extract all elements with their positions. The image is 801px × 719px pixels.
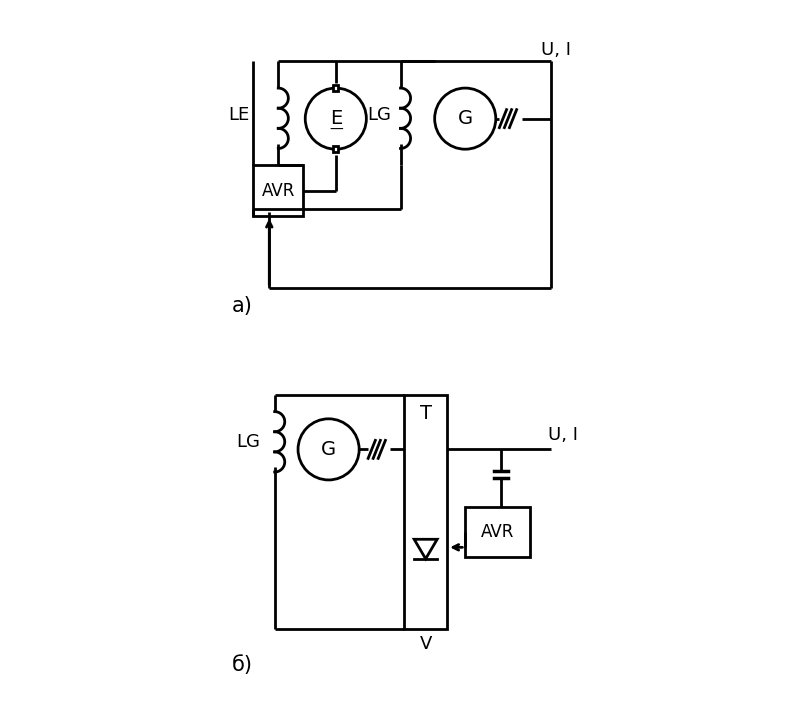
FancyBboxPatch shape — [465, 507, 530, 557]
FancyBboxPatch shape — [253, 165, 304, 216]
Text: T: T — [420, 404, 432, 423]
Text: AVR: AVR — [262, 181, 295, 200]
Text: G: G — [457, 109, 473, 128]
Text: LG: LG — [367, 106, 391, 124]
Text: LE: LE — [228, 106, 249, 124]
FancyBboxPatch shape — [333, 86, 339, 91]
FancyBboxPatch shape — [333, 147, 339, 152]
Text: E: E — [330, 109, 342, 128]
Text: б): б) — [231, 655, 252, 675]
Text: U, I: U, I — [541, 41, 570, 60]
Text: a): a) — [231, 296, 252, 316]
Text: G: G — [321, 440, 336, 459]
Text: AVR: AVR — [481, 523, 514, 541]
Text: —: — — [329, 122, 343, 137]
Text: LG: LG — [235, 433, 260, 452]
Text: U, I: U, I — [548, 426, 578, 444]
Text: V: V — [420, 634, 432, 653]
FancyBboxPatch shape — [404, 395, 447, 629]
